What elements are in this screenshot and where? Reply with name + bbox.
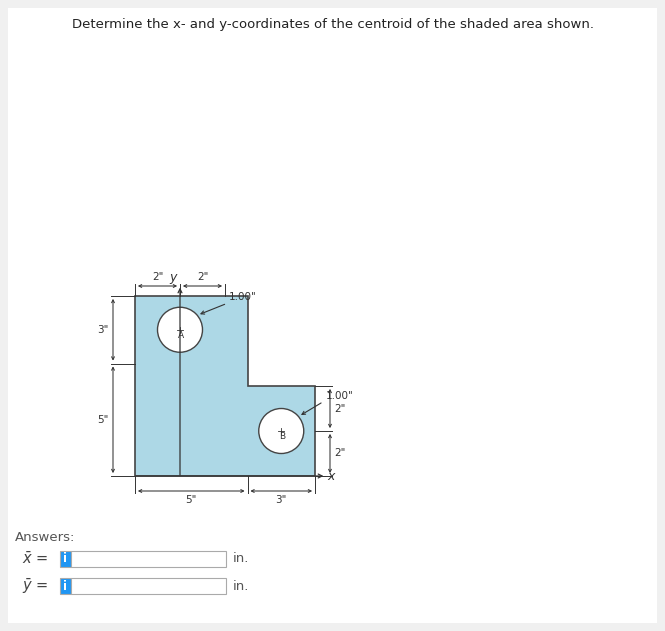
Text: 5": 5" bbox=[98, 415, 109, 425]
Text: A: A bbox=[178, 331, 184, 339]
Text: $\bar{y}$ =: $\bar{y}$ = bbox=[22, 577, 49, 596]
Circle shape bbox=[259, 408, 304, 454]
Text: 2": 2" bbox=[334, 403, 345, 413]
FancyBboxPatch shape bbox=[60, 578, 70, 594]
Text: 1.00": 1.00" bbox=[325, 391, 353, 401]
Text: 3": 3" bbox=[275, 495, 287, 505]
FancyBboxPatch shape bbox=[70, 551, 225, 567]
Text: 2": 2" bbox=[152, 272, 163, 282]
Text: 5": 5" bbox=[186, 495, 197, 505]
Text: 2": 2" bbox=[334, 449, 345, 459]
Text: B: B bbox=[279, 432, 285, 441]
Text: in.: in. bbox=[233, 553, 249, 565]
Circle shape bbox=[158, 307, 203, 352]
Text: x: x bbox=[327, 469, 334, 483]
Text: i: i bbox=[63, 579, 67, 593]
FancyBboxPatch shape bbox=[60, 551, 70, 567]
Text: $\bar{x}$ =: $\bar{x}$ = bbox=[22, 551, 49, 567]
Text: in.: in. bbox=[233, 579, 249, 593]
Text: y: y bbox=[170, 271, 177, 283]
Text: Answers:: Answers: bbox=[15, 531, 75, 544]
Text: 2": 2" bbox=[197, 272, 208, 282]
FancyBboxPatch shape bbox=[8, 8, 657, 623]
Text: i: i bbox=[63, 553, 67, 565]
Text: 3": 3" bbox=[98, 325, 109, 335]
Text: Determine the x- and y-coordinates of the centroid of the shaded area shown.: Determine the x- and y-coordinates of th… bbox=[72, 18, 593, 31]
FancyBboxPatch shape bbox=[70, 578, 225, 594]
Polygon shape bbox=[135, 296, 315, 476]
Text: 1.00": 1.00" bbox=[229, 292, 257, 302]
